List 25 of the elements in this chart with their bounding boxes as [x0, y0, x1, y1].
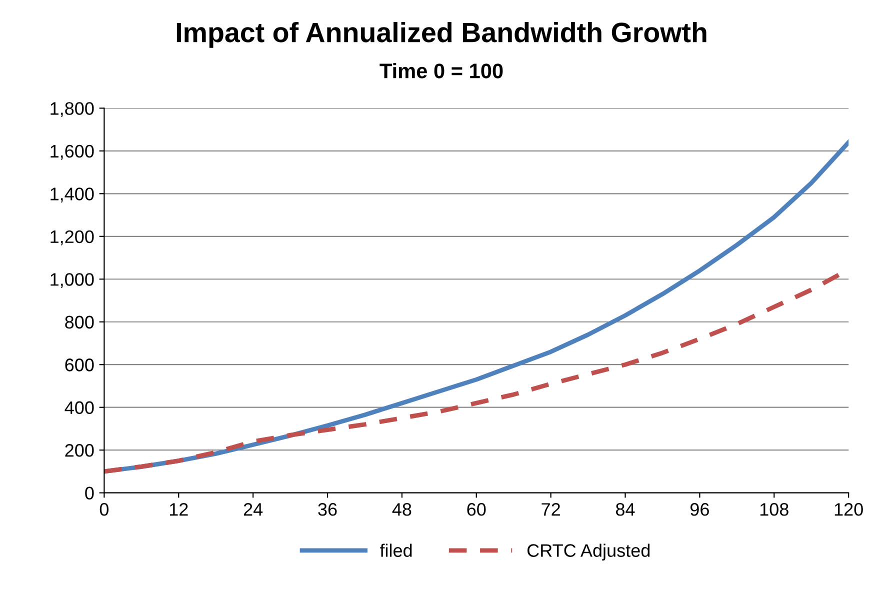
x-tick-label: 120 — [834, 503, 863, 516]
x-tick-label: 96 — [690, 503, 709, 516]
chart-subtitle: Time 0 = 100 — [380, 63, 503, 78]
legend-label: filed — [380, 544, 412, 557]
x-tick-label: 48 — [392, 503, 412, 516]
x-tick-label: 84 — [616, 503, 635, 516]
x-tick-label: 12 — [170, 503, 188, 516]
y-tick-label: 200 — [65, 444, 94, 457]
x-tick-label: 36 — [318, 503, 337, 516]
chart-title: Impact of Annualized Bandwidth Growth — [176, 22, 706, 48]
y-tick-label: 1,600 — [50, 144, 94, 160]
y-tick-label: 1,800 — [50, 102, 94, 118]
x-tick-label: 60 — [467, 503, 486, 516]
y-tick-label: 0 — [85, 486, 94, 500]
y-tick-label: 600 — [65, 358, 94, 372]
y-tick-label: 1,200 — [50, 230, 94, 246]
x-tick-label: 0 — [100, 503, 109, 516]
legend-label: CRTC Adjusted — [527, 544, 650, 561]
y-tick-label: 1,400 — [50, 188, 94, 203]
x-tick-label: 108 — [760, 503, 788, 516]
x-tick-label: 24 — [244, 503, 263, 516]
y-tick-label: 1,000 — [50, 273, 94, 288]
x-tick-label: 72 — [542, 503, 560, 516]
y-tick-label: 800 — [65, 316, 94, 329]
y-tick-label: 400 — [64, 401, 94, 414]
